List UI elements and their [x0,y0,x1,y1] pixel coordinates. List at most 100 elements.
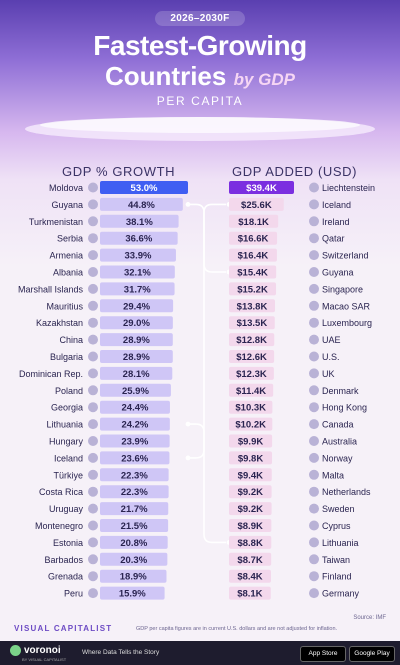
connector-line-guyana [188,203,226,273]
hong-kong-flag-icon [309,402,319,413]
connector-dot [185,202,191,207]
voronoi-icon [10,645,21,656]
voronoi-name: voronoi [24,645,61,657]
added-value-label: $9.4K [238,470,263,481]
growth-bar [100,350,173,363]
iceland-flag-icon [88,452,98,463]
growth-bar [100,333,173,347]
added-value-label: $8.1K [237,589,262,600]
added-country-label: Netherlands [322,487,371,497]
growth-bar [100,265,175,279]
growth-bar [100,316,173,330]
growth-bar [100,299,174,313]
growth-bar [100,417,170,431]
added-country-label: Hong Kong [322,403,367,413]
brand-name: VISUAL CAPITALIST [14,624,113,633]
voronoi-subtitle: BY VISUAL CAPITALIST [22,657,67,662]
added-bar [229,282,277,296]
added-bar [229,366,274,380]
added-country-label: Cyprus [322,521,351,531]
growth-bar [100,366,173,380]
added-country-label: Taiwan [322,555,350,565]
tagline: Where Data Tells the Story [82,649,160,656]
added-country-label: Qatar [322,234,345,244]
google-play-button[interactable]: Google Play [349,646,395,662]
added-bar [229,468,272,482]
added-country-label: Finland [322,572,352,582]
growth-country-label: Estonia [53,538,83,548]
growth-bar [100,434,170,448]
germany-flag-icon [309,588,319,599]
cyprus-flag-icon [309,520,319,531]
growth-country-label: Costa Rica [39,487,83,497]
added-country-label: Lithuania [322,538,359,548]
app-store-button[interactable]: App Store [300,646,346,662]
growth-bar [100,502,169,516]
title-countries: Countries [105,61,227,91]
montenegro-flag-icon [88,520,98,531]
growth-country-label: Serbia [57,234,83,244]
iceland-flag-icon [309,199,319,210]
added-value-label: $9.2K [238,487,263,498]
us-flag-icon [309,351,319,362]
added-bar [229,248,277,262]
growth-bar [100,400,170,414]
added-bar [229,231,278,245]
growth-value-label: 23.9% [121,437,148,448]
added-value-label: $15.4K [237,268,268,279]
added-country-label: Luxembourg [322,318,372,328]
growth-value-label: 29.4% [123,301,150,312]
growth-country-label: Georgia [51,403,83,413]
growth-value-label: 25.9% [122,386,149,397]
page-title-line2: Countries by GDP [0,61,400,92]
added-value-label: $10.3K [235,403,266,414]
added-value-label: $18.1K [238,217,269,228]
added-bar [229,400,273,414]
added-bar [229,434,273,448]
added-value-label: $13.8K [237,301,268,312]
added-value-label: $9.2K [238,504,263,515]
sweden-flag-icon [309,503,319,514]
added-value-label: $8.9K [237,521,262,532]
growth-value-label: 22.3% [121,487,148,498]
growth-value-label: 32.1% [124,268,151,279]
hungary-flag-icon [88,436,98,446]
kazakhstan-flag-icon [88,317,98,328]
growth-bar [100,181,188,194]
costa-rica-flag-icon [88,486,98,497]
growth-bar [100,231,178,245]
added-bar [229,451,273,465]
growth-value-label: 44.8% [128,200,155,211]
source-note: Source: IMF [353,615,386,621]
added-bar [229,214,279,228]
added-country-label: Norway [322,453,353,463]
growth-bar [100,586,165,600]
pedestal-decoration [25,117,375,141]
growth-bar [100,214,179,228]
added-country-label: Liechtenstein [322,183,375,193]
comparison-chart: Moldova 53.0% Guyana 44.8% Turkmenistan 38.1%… [18,181,375,600]
finland-flag-icon [309,571,319,582]
growth-bar [100,552,168,566]
growth-value-label: 29.0% [123,318,150,329]
growth-country-label: Peru [64,589,83,599]
growth-value-label: 36.6% [125,234,152,245]
added-country-label: Germany [322,589,360,599]
added-country-label: U.S. [322,352,340,362]
growth-bar [100,383,171,397]
growth-value-label: 20.8% [120,538,147,549]
added-value-label: $12.3K [236,369,267,380]
growth-bar [100,282,175,296]
added-country-label: Iceland [322,200,351,210]
added-bar [229,569,271,583]
switzerland-flag-icon [309,250,319,261]
luxembourg-flag-icon [309,317,319,328]
growth-bar [100,569,167,583]
growth-value-label: 24.2% [121,420,148,431]
growth-value-label: 53.0% [131,183,158,194]
growth-country-label: Poland [55,386,83,396]
voronoi-logo[interactable]: voronoi [10,645,61,656]
uk-flag-icon [309,368,319,379]
growth-bar [100,451,170,465]
growth-country-label: Türkiye [53,470,83,480]
